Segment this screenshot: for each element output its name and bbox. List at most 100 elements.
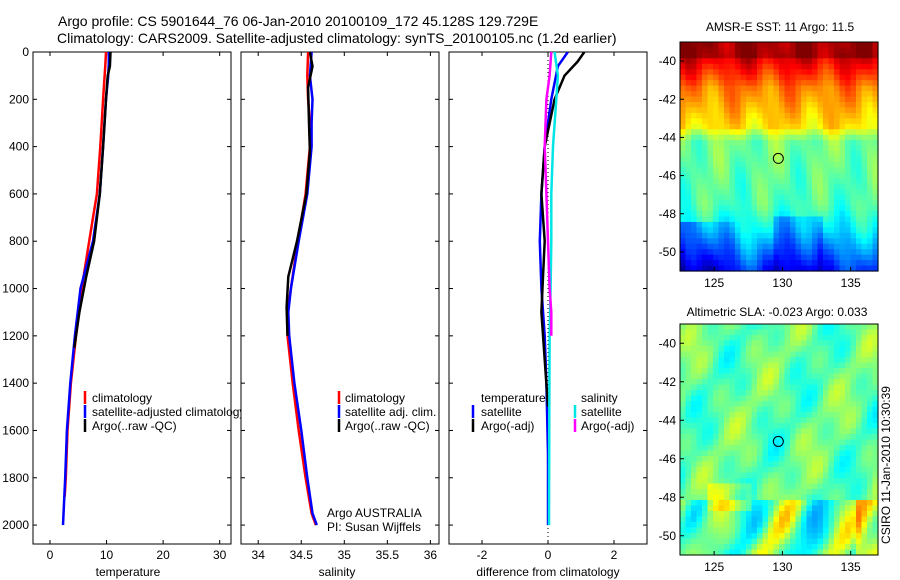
heatmap-cell xyxy=(685,505,692,512)
heatmap-cell xyxy=(790,439,797,446)
y-tick-label: 1200 xyxy=(2,329,29,343)
heatmap-cell xyxy=(801,91,808,98)
heatmap-cell xyxy=(773,544,780,551)
heatmap-cell xyxy=(790,478,797,485)
heatmap-cell xyxy=(702,200,709,207)
heatmap-cell xyxy=(784,216,791,223)
heatmap-cell xyxy=(817,194,824,201)
heatmap-cell xyxy=(751,423,758,430)
heatmap-cell xyxy=(812,101,819,109)
heatmap-cell xyxy=(762,395,769,402)
heatmap-cell xyxy=(828,500,835,507)
heatmap-cell xyxy=(729,384,736,391)
heatmap-cell xyxy=(867,373,874,380)
heatmap-cell xyxy=(724,329,731,336)
heatmap-cell xyxy=(823,461,830,468)
heatmap-cell xyxy=(757,91,764,98)
heatmap-cell xyxy=(691,47,698,54)
heatmap-cell xyxy=(779,145,786,152)
heatmap-cell xyxy=(872,112,879,119)
heatmap-cell xyxy=(828,390,835,397)
heatmap-cell xyxy=(812,390,819,397)
heatmap-cell xyxy=(828,58,835,65)
heatmap-cell xyxy=(685,489,692,496)
heatmap-cell xyxy=(812,47,819,54)
heatmap-cell xyxy=(845,423,852,430)
heatmap-cell xyxy=(867,140,874,147)
heatmap-cell xyxy=(735,69,742,76)
heatmap-cell xyxy=(740,194,747,201)
heatmap-cell xyxy=(834,52,841,59)
heatmap-cell xyxy=(751,151,758,158)
heatmap-cell xyxy=(806,445,813,452)
heatmap-cell xyxy=(801,412,808,419)
difference-profile-panel: -2 0 2 difference from climatology tempera… xyxy=(448,51,648,579)
heatmap-cell xyxy=(724,373,731,380)
heatmap-cell xyxy=(751,80,758,87)
heatmap-cell xyxy=(691,401,698,408)
heatmap-cell xyxy=(795,85,802,92)
heatmap-cell xyxy=(823,211,830,218)
heatmap-cell xyxy=(839,357,846,364)
heatmap-cell xyxy=(773,243,780,250)
heatmap-cell xyxy=(696,151,703,158)
heatmap-cell xyxy=(729,483,736,490)
heatmap-cell xyxy=(696,467,703,474)
heatmap-cell xyxy=(724,227,731,234)
heatmap-cell xyxy=(724,101,731,109)
heatmap-cell xyxy=(790,373,797,380)
heatmap-cell xyxy=(839,243,846,250)
heatmap-cell xyxy=(729,439,736,446)
heatmap-cell xyxy=(729,478,736,485)
heatmap-cell xyxy=(762,489,769,496)
heatmap-cell xyxy=(724,379,731,386)
heatmap-cell xyxy=(867,445,874,452)
heatmap-cell xyxy=(867,42,874,49)
heatmap-cell xyxy=(806,80,813,87)
heatmap-cell xyxy=(751,324,758,331)
heatmap-cell xyxy=(784,384,791,391)
heatmap-cell xyxy=(729,243,736,250)
heatmap-cell xyxy=(867,172,874,179)
heatmap-cell xyxy=(823,362,830,369)
heatmap-cell xyxy=(713,145,720,152)
heatmap-cell xyxy=(702,483,709,490)
heatmap-cell xyxy=(735,161,742,168)
heatmap-cell xyxy=(773,123,780,130)
heatmap-cell xyxy=(806,129,813,136)
heatmap-cell xyxy=(872,351,879,358)
heatmap-cell xyxy=(751,395,758,402)
heatmap-cell xyxy=(729,522,736,529)
heatmap-cell xyxy=(812,254,819,261)
heatmap-cell xyxy=(790,461,797,468)
heatmap-cell xyxy=(680,538,687,545)
heatmap-cell xyxy=(729,107,736,114)
heatmap-cell xyxy=(872,205,879,212)
heatmap-cell xyxy=(680,516,687,523)
heatmap-cell xyxy=(713,172,720,179)
x-tick-label: 20 xyxy=(156,548,170,562)
heatmap-cell xyxy=(779,544,786,551)
heatmap-cell xyxy=(680,216,687,223)
heatmap-cell xyxy=(680,167,687,174)
heatmap-cell xyxy=(834,265,841,272)
heatmap-cell xyxy=(685,151,692,158)
heatmap-cell xyxy=(707,522,714,529)
x-tick-label: 125 xyxy=(704,560,724,574)
heatmap-cell xyxy=(801,379,808,386)
heatmap-cell xyxy=(834,362,841,369)
heatmap-cell xyxy=(823,516,830,523)
heatmap-cell xyxy=(806,522,813,529)
heatmap-cell xyxy=(823,412,830,419)
heatmap-cell xyxy=(762,161,769,168)
heatmap-cell xyxy=(691,417,698,424)
heatmap-cell xyxy=(685,533,692,540)
heatmap-cell xyxy=(691,489,698,496)
heatmap-cell xyxy=(724,461,731,468)
heatmap-cell xyxy=(834,91,841,98)
heatmap-cell xyxy=(768,52,775,59)
heatmap-cell xyxy=(707,335,714,342)
heatmap-cell xyxy=(801,123,808,130)
heatmap-cell xyxy=(856,489,863,496)
heatmap-cell xyxy=(685,156,692,163)
